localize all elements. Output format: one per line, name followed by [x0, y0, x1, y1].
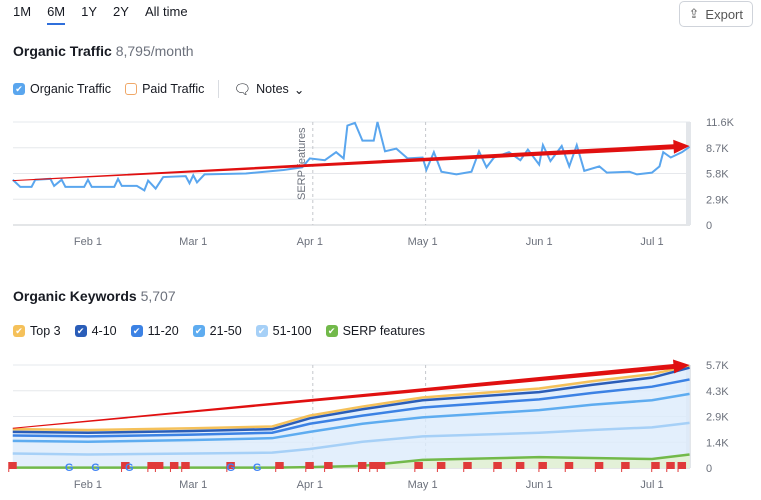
checkbox-checked-icon[interactable]: ✔: [13, 83, 25, 95]
note-flag-icon[interactable]: [515, 462, 525, 472]
legend-top-3[interactable]: ✔ Top 3: [13, 324, 61, 338]
note-flag-icon[interactable]: [226, 462, 235, 472]
note-flag-icon[interactable]: [564, 462, 574, 472]
tab-1m[interactable]: 1M: [13, 4, 32, 19]
note-flag-icon[interactable]: [369, 462, 378, 472]
period-tabs: 1M 6M 1Y 2Y All time: [13, 4, 188, 25]
y-tick-label: 5.8K: [706, 169, 729, 181]
x-tick-label: Jul 1: [640, 236, 663, 248]
traffic-chart: 0 2.9K 5.8K 8.7K 11.6K Feb 1 Mar 1 Apr 1 May 1 Ju…: [12, 117, 735, 248]
note-flag-icon[interactable]: [651, 462, 660, 472]
upload-icon: ⇪: [688, 6, 700, 21]
legend-4-10[interactable]: ✔ 4-10: [74, 324, 117, 338]
chevron-down-icon: ⌄: [293, 82, 305, 97]
checkbox-unchecked-icon[interactable]: [125, 83, 138, 95]
note-flag-icon[interactable]: [8, 462, 17, 472]
y-tick-label: 0: [706, 463, 712, 475]
x-tick-label: Jun 1: [526, 479, 553, 491]
note-flag-icon[interactable]: [414, 462, 423, 472]
traffic-legend: ✔ Organic Traffic Paid Traffic 🗨 Notes ⌄: [13, 80, 304, 98]
x-tick-label: Jun 1: [526, 236, 553, 248]
x-tick-label: Apr 1: [297, 479, 323, 491]
checkbox-checked-icon[interactable]: ✔: [130, 325, 143, 337]
google-update-icon[interactable]: G: [65, 462, 74, 474]
keywords-value: 5,707: [140, 288, 176, 304]
note-flag-icon[interactable]: [357, 462, 367, 472]
tab-6m[interactable]: 6M: [47, 4, 66, 25]
y-tick-label: 5.7K: [706, 360, 729, 372]
keywords-chart: 0 1.4K 2.9K 4.3K 5.7K Feb 1 Mar 1 Apr 1 May 1 Jun…: [8, 359, 729, 491]
note-flag-icon[interactable]: [324, 462, 333, 472]
y-tick-label: 11.6K: [706, 117, 735, 129]
tab-all-time[interactable]: All time: [144, 4, 188, 19]
legend-51-100[interactable]: ✔ 51-100: [255, 324, 312, 338]
y-tick-label: 0: [706, 220, 712, 232]
x-tick-label: Apr 1: [297, 236, 323, 248]
note-flag-icon[interactable]: [463, 462, 472, 472]
tab-1y[interactable]: 1Y: [81, 4, 98, 19]
keywords-title: Organic Keywords 5,707: [13, 288, 176, 304]
legend-21-50[interactable]: ✔ 21-50: [192, 324, 242, 338]
range-handle: [686, 122, 691, 225]
checkbox-checked-icon[interactable]: ✔: [192, 325, 205, 337]
note-flag-icon[interactable]: [121, 462, 130, 472]
checkbox-checked-icon[interactable]: ✔: [255, 325, 268, 337]
checkbox-checked-icon[interactable]: ✔: [74, 325, 87, 337]
google-update-icon[interactable]: G: [91, 462, 100, 474]
note-flag-icon[interactable]: [594, 462, 604, 472]
checkbox-checked-icon[interactable]: ✔: [13, 325, 25, 337]
x-tick-label: Mar 1: [179, 479, 207, 491]
note-flag-icon[interactable]: [181, 462, 190, 472]
note-flag-icon[interactable]: [677, 462, 687, 472]
note-flag-icon[interactable]: [169, 462, 179, 472]
y-tick-label: 2.9K: [706, 194, 729, 206]
x-tick-label: Feb 1: [74, 479, 102, 491]
x-tick-label: May 1: [408, 236, 438, 248]
traffic-line: [12, 121, 691, 192]
google-update-icon[interactable]: G: [253, 462, 262, 474]
y-tick-label: 2.9K: [706, 412, 729, 424]
y-tick-label: 1.4K: [706, 437, 729, 449]
legend-11-20[interactable]: ✔ 11-20: [130, 324, 179, 338]
note-flag-icon[interactable]: [147, 462, 156, 472]
note-flag-icon[interactable]: [493, 462, 502, 472]
tab-2y[interactable]: 2Y: [113, 4, 129, 19]
marker-label: SERP features: [296, 127, 308, 200]
note-flag-icon[interactable]: [621, 462, 630, 472]
google-update-icon[interactable]: G: [125, 462, 134, 474]
divider: [218, 80, 220, 98]
legend-organic-traffic[interactable]: ✔ Organic Traffic: [13, 82, 111, 96]
traffic-value: 8,795/month: [115, 43, 194, 59]
series-line-4-10: [12, 366, 690, 435]
google-update-icon[interactable]: G: [227, 462, 236, 474]
traffic-title: Organic Traffic 8,795/month: [13, 43, 194, 59]
legend-paid-traffic[interactable]: Paid Traffic: [125, 82, 204, 96]
y-tick-label: 4.3K: [706, 386, 729, 398]
note-flag-icon[interactable]: [666, 462, 675, 472]
note-flag-icon[interactable]: [275, 462, 284, 472]
legend-serp-features[interactable]: ✔ SERP features: [325, 324, 425, 338]
export-label: Export: [705, 6, 743, 22]
note-flag-icon[interactable]: [376, 462, 386, 472]
series-line-top 3: [12, 364, 690, 432]
x-tick-label: Mar 1: [179, 236, 207, 248]
note-flag-icon[interactable]: [538, 462, 547, 472]
checkbox-checked-icon[interactable]: ✔: [325, 325, 338, 337]
series-line-21-50: [12, 392, 690, 444]
y-tick-label: 8.7K: [706, 143, 729, 155]
keywords-legend: ✔ Top 3 ✔ 4-10 ✔ 11-20 ✔ 21-50 ✔ 51-100 ✔ SERP feat…: [13, 324, 425, 338]
x-tick-label: Feb 1: [74, 236, 102, 248]
note-flag-icon[interactable]: [305, 462, 314, 472]
note-flag-icon[interactable]: [154, 462, 164, 472]
trend-arrow: [12, 139, 690, 182]
x-tick-label: May 1: [408, 479, 438, 491]
trend-arrow: [12, 359, 690, 429]
note-flag-icon[interactable]: [436, 462, 446, 472]
x-tick-label: Jul 1: [640, 479, 663, 491]
series-line-51-100: [12, 421, 690, 456]
export-button[interactable]: ⇪ Export: [678, 1, 753, 27]
comment-icon: 🗨: [233, 80, 252, 97]
series-line-11-20: [12, 378, 690, 438]
notes-dropdown[interactable]: 🗨 Notes ⌄: [233, 80, 305, 97]
